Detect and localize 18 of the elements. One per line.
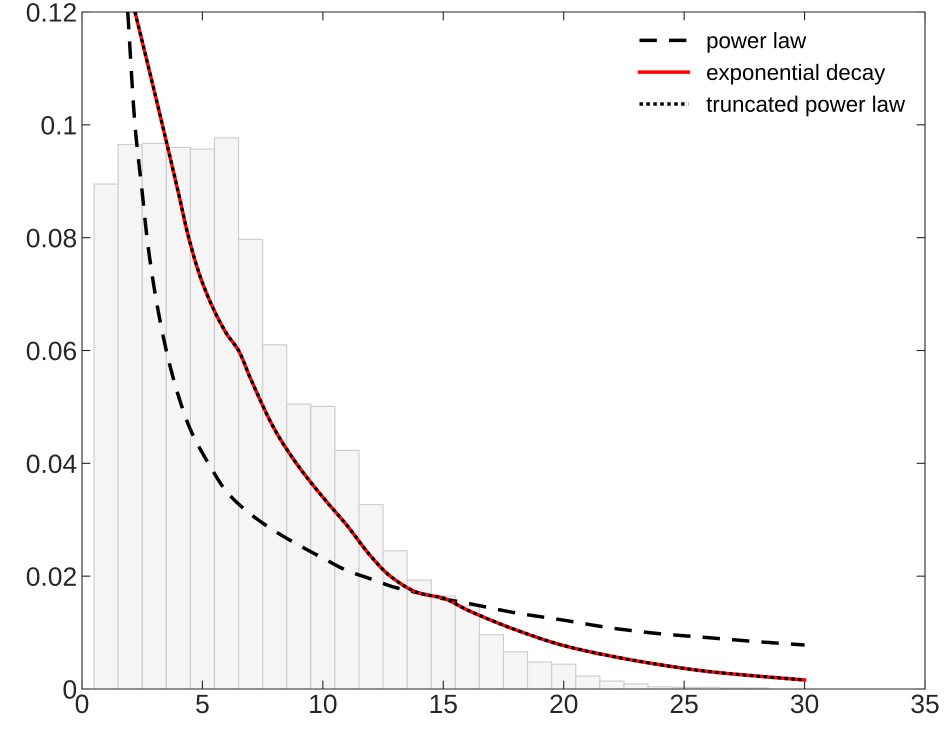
x-tick-label: 10 <box>310 694 337 714</box>
y-tick-label: 0.1 <box>41 116 76 135</box>
y-tick-label: 0.06 <box>26 342 76 360</box>
x-tick-label: 0 <box>76 694 88 714</box>
y-tick-label: 0.12 <box>26 3 76 22</box>
x-tick-label: 20 <box>550 694 578 714</box>
x-tick-label: 35 <box>911 694 939 714</box>
y-tick-label: 0.04 <box>26 454 76 474</box>
x-tick-label: 15 <box>430 694 457 714</box>
legend-label: exponential decay <box>707 64 886 85</box>
legend-label: power law <box>708 32 806 53</box>
x-tick-label: 5 <box>196 694 209 714</box>
x-tick-label: 30 <box>790 694 818 714</box>
y-tick-label: 0 <box>63 680 76 699</box>
y-tick-label: 0.08 <box>26 228 76 248</box>
y-tick-label: 0.02 <box>26 567 76 586</box>
x-tick-label: 25 <box>670 694 698 714</box>
legend-label: truncated power law <box>706 96 906 116</box>
